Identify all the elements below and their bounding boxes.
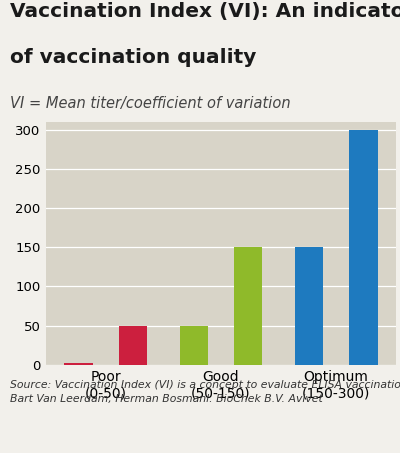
Bar <box>180 326 208 365</box>
Bar <box>118 326 147 365</box>
Text: VI = Mean titer/coefficient of variation: VI = Mean titer/coefficient of variation <box>10 96 291 111</box>
Text: Vaccination Index (VI): An indicator: Vaccination Index (VI): An indicator <box>10 2 400 21</box>
Text: of vaccination quality: of vaccination quality <box>10 48 256 67</box>
Bar <box>234 247 262 365</box>
Bar <box>295 247 324 365</box>
Bar <box>349 130 378 365</box>
Bar <box>64 363 93 365</box>
Text: Source: Vaccination Index (VI) is a concept to evaluate ELISA vaccination.
Bart : Source: Vaccination Index (VI) is a conc… <box>10 380 400 404</box>
